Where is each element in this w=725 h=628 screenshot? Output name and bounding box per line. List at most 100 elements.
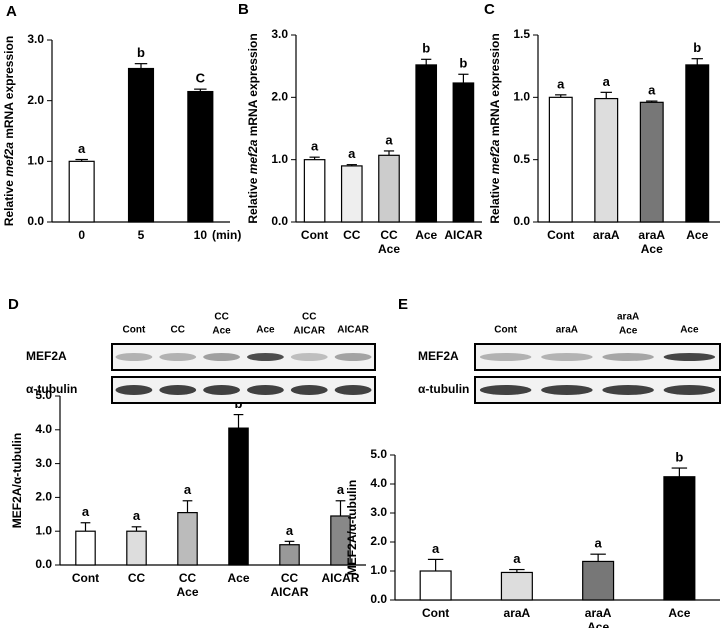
bar [500,571,533,601]
blot-frame [111,376,376,404]
bar [582,560,615,601]
bar [685,64,710,223]
bar [75,530,96,566]
significance-letter: a [78,141,86,156]
blot-band [602,353,654,361]
category-label: Ace [668,606,690,620]
category-label: CC [302,312,316,323]
category-label: Cont [123,325,146,336]
y-tick-label: 0.0 [370,592,387,606]
y-tick-label: 1.0 [35,523,52,537]
category-label: CC [380,228,398,242]
bar [452,82,475,223]
bar [639,101,664,223]
category-label: Cont [494,325,517,336]
significance-letter: a [133,508,141,523]
category-label: Ace [176,585,198,599]
category-label: araA [556,325,578,336]
significance-letter: a [603,74,611,89]
significance-letter: a [432,541,440,556]
y-tick-label: 0.0 [271,214,288,228]
category-label: Ace [641,242,663,256]
bar [378,154,400,223]
significance-letter: a [513,551,521,566]
significance-letter: a [648,83,656,98]
bar [419,570,452,601]
blot-row-label: MEF2A [418,349,459,363]
blot-band [602,385,654,395]
y-axis-label-part: mef2a [2,142,16,177]
y-tick-label: 0.0 [27,214,44,228]
bar [126,530,147,566]
y-tick-label: 4.0 [35,422,52,436]
category-label: AICAR [444,228,482,242]
category-label: CC [214,312,228,323]
significance-letter: b [137,45,145,60]
y-axis-label-part: Relative [488,174,502,223]
y-tick-label: 2.0 [271,90,288,104]
y-tick-label: 1.0 [513,90,530,104]
blot-row-label: α-tubulin [418,382,469,396]
y-tick-label: 0.5 [513,152,530,166]
category-label: Ace [256,325,275,336]
y-axis-label: MEF2A/α-tubulin [345,480,359,575]
significance-letter: b [693,40,701,55]
category-label: araA [504,606,531,620]
category-label: 0 [78,228,85,242]
category-label: CC [171,325,185,336]
y-axis-label-part: MEF2A/α-tubulin [10,433,24,528]
significance-letter: a [595,536,603,551]
blot-row-label: α-tubulin [26,382,77,396]
category-label: Ace [378,242,400,256]
y-tick-label: 1.0 [27,154,44,168]
bar [279,544,300,566]
panel-letter: B [238,1,249,18]
category-label: araA [593,228,620,242]
category-label: Ace [415,228,437,242]
category-label: Cont [301,228,328,242]
significance-letter: a [184,482,192,497]
blot-band [479,353,532,361]
category-label: Cont [422,606,449,620]
blot-band [247,353,284,361]
significance-letter: a [385,132,393,147]
significance-letter: a [337,482,345,497]
significance-letter: b [459,56,467,71]
category-label: araA [617,312,639,323]
y-tick-label: 5.0 [35,388,52,402]
blot-band [203,385,240,395]
y-tick-label: 3.0 [27,32,44,46]
category-label: CC [343,228,361,242]
category-label: CC [281,571,299,585]
blot-band [334,385,372,395]
blot-band [479,385,532,395]
y-axis-label-part: Relative [246,174,260,223]
category-label: AICAR [322,571,360,585]
y-axis-label-part: mRNA expression [246,33,260,139]
blot-frame [111,343,376,371]
category-label: Ace [686,228,708,242]
panel-letter: D [8,296,19,313]
y-axis-label-part: mRNA expression [488,33,502,139]
y-tick-label: 3.0 [35,456,52,470]
category-label: AICAR [337,325,369,336]
significance-letter: a [82,504,90,519]
blot-band [203,353,240,361]
bar [330,515,351,566]
significance-letter: b [675,449,683,464]
y-axis-label-part: mef2a [246,139,260,174]
significance-letter: C [196,71,206,86]
y-axis-label: Relative mef2a mRNA expression [488,33,502,223]
y-tick-label: 1.5 [513,27,530,41]
blot-band [334,353,372,361]
blot-band [115,385,153,395]
y-axis-label-part: mef2a [488,139,502,174]
category-label: 5 [138,228,145,242]
significance-letter: a [348,146,356,161]
blot-band [663,385,716,395]
blot-band [247,385,284,395]
category-label: Cont [72,571,99,585]
category-label: CC [128,571,146,585]
significance-letter: b [422,41,430,56]
